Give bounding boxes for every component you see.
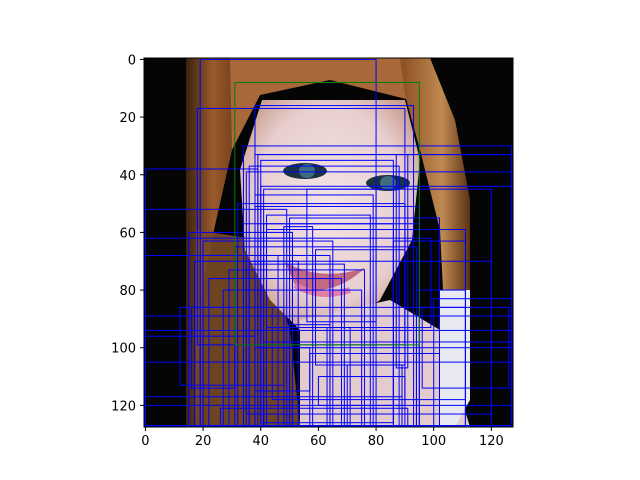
shoulder-strap <box>440 290 470 427</box>
y-tick-label: 20 <box>119 111 136 126</box>
mouth <box>285 262 365 290</box>
bounding-box-layer <box>144 58 513 427</box>
x-tick-label: 60 <box>310 434 327 449</box>
y-axis: 0 20 40 60 80 100 120 <box>111 53 144 414</box>
x-tick-label: 120 <box>479 434 504 449</box>
ground-truth-box <box>234 82 420 346</box>
hair-left <box>186 58 240 427</box>
y-tick-label: 0 <box>128 53 136 68</box>
x-axis: 0 20 40 60 80 100 120 <box>141 427 504 449</box>
neck-shoulder <box>300 300 470 427</box>
axes-frame <box>143 57 514 428</box>
predicted-box <box>179 306 285 386</box>
y-tick-label: 60 <box>119 226 136 241</box>
predicted-box <box>271 306 466 401</box>
x-tick-label: 40 <box>252 434 269 449</box>
y-tick-label: 120 <box>111 399 136 414</box>
predicted-box <box>245 260 492 415</box>
y-tick-label: 100 <box>111 342 136 357</box>
predicted-box <box>219 407 409 427</box>
x-tick-label: 100 <box>421 434 446 449</box>
predicted-box <box>306 188 377 323</box>
predicted-box <box>266 237 432 329</box>
x-tick-label: 80 <box>368 434 385 449</box>
y-tick-label: 40 <box>119 169 136 184</box>
hair-lower-left <box>196 230 300 427</box>
hair-top <box>230 58 440 150</box>
left-iris <box>299 164 315 178</box>
y-tick-label: 80 <box>119 284 136 299</box>
x-tick-label: 0 <box>141 434 149 449</box>
lip-highlight <box>293 282 351 297</box>
predicted-box <box>395 154 409 369</box>
portrait-image <box>144 58 513 427</box>
x-tick-label: 20 <box>195 434 212 449</box>
